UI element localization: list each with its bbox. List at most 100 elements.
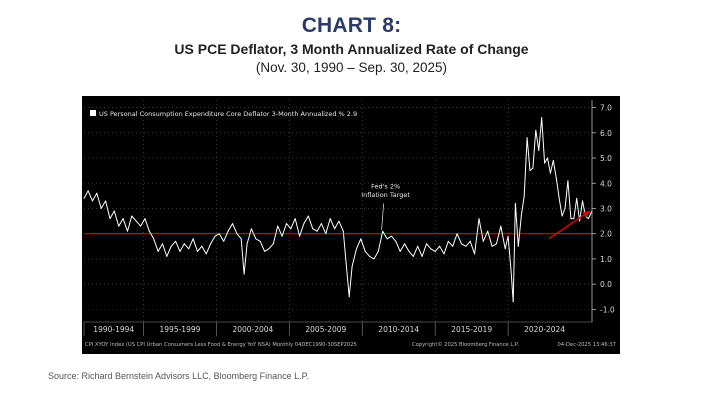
annotation-line-1: Fed's 2%	[371, 182, 400, 190]
data-point	[526, 137, 528, 139]
annotation-leader	[381, 203, 384, 230]
y-tick-label: 1.0	[600, 255, 612, 264]
pce-series-line	[83, 117, 593, 303]
data-point	[386, 238, 388, 240]
trend-arrow-shaft	[548, 210, 591, 240]
legend-swatch	[90, 110, 96, 116]
axis-layer: 7.0 6.0 5.0 4.0 3.0 2.0 1.0 0.0 -1.0 1990-1994 199…	[83, 100, 616, 348]
data-point	[113, 210, 115, 212]
data-point	[135, 220, 137, 222]
data-point	[192, 238, 194, 240]
data-point	[561, 215, 563, 217]
data-point	[342, 230, 344, 232]
data-point	[587, 218, 589, 220]
data-point	[166, 255, 168, 257]
y-tick-label: 6.0	[600, 129, 612, 138]
data-point	[345, 263, 347, 265]
data-point	[482, 240, 484, 242]
data-point	[523, 195, 525, 197]
data-point	[214, 235, 216, 237]
data-point	[223, 240, 225, 242]
footer-timestamp: 04-Dec-2025 13:46:37	[557, 342, 616, 348]
data-point	[443, 253, 445, 255]
data-point	[412, 255, 414, 257]
data-point	[299, 235, 301, 237]
annotation-line-2: Inflation Target	[361, 191, 410, 199]
y-tick-label: 0.0	[600, 280, 612, 289]
data-point	[285, 223, 287, 225]
data-point	[555, 177, 557, 179]
data-point	[264, 250, 266, 252]
data-point	[246, 243, 248, 245]
data-point	[465, 245, 467, 247]
data-point	[391, 235, 392, 237]
data-point	[334, 228, 336, 230]
data-point	[447, 240, 449, 242]
data-point	[307, 215, 309, 217]
data-point	[544, 162, 546, 164]
data-point	[549, 172, 551, 174]
data-point	[529, 170, 531, 172]
x-band-label: 2015-2019	[451, 325, 492, 334]
data-point	[100, 208, 102, 209]
data-point	[303, 223, 305, 225]
data-point	[118, 225, 120, 227]
data-point	[452, 245, 454, 247]
y-tick-label: 4.0	[600, 179, 612, 188]
data-point	[567, 180, 569, 182]
data-point	[87, 190, 89, 192]
chart-title: US PCE Deflator, 3 Month Annualized Rate…	[174, 41, 529, 57]
data-point	[399, 250, 401, 252]
data-point	[83, 197, 85, 199]
title-block: CHART 8: US PCE Deflator, 3 Month Annual…	[0, 14, 703, 77]
data-point	[312, 228, 314, 230]
x-band-label: 1990-1994	[93, 325, 134, 334]
y-tick-label: 5.0	[600, 154, 612, 163]
source-note: Source: Richard Bernstein Advisors LLC, …	[48, 371, 309, 381]
data-point	[148, 230, 150, 232]
data-point	[373, 258, 375, 260]
data-point	[205, 253, 207, 255]
data-point	[552, 160, 554, 161]
data-point	[281, 235, 283, 237]
data-point	[259, 240, 261, 242]
data-point	[538, 150, 540, 151]
data-point	[417, 245, 419, 247]
data-point	[434, 250, 436, 252]
data-point	[582, 200, 583, 202]
data-point	[369, 255, 371, 257]
data-point	[430, 248, 432, 250]
data-point	[338, 220, 340, 222]
data-point	[576, 197, 578, 199]
data-point	[570, 218, 572, 220]
data-point	[573, 218, 575, 220]
data-point	[122, 218, 124, 220]
data-point	[510, 271, 512, 272]
data-point	[316, 230, 318, 232]
data-point	[474, 253, 476, 255]
x-band-label: 2010-2014	[378, 325, 419, 334]
y-tick-label: 2.0	[600, 230, 612, 239]
data-point	[496, 243, 497, 245]
data-point	[179, 250, 181, 252]
data-point	[325, 233, 327, 235]
data-point	[426, 243, 427, 245]
data-point	[541, 117, 543, 119]
data-point	[329, 218, 331, 220]
data-point	[232, 223, 233, 225]
data-point	[348, 296, 350, 298]
data-point	[487, 230, 489, 232]
data-point	[504, 248, 506, 250]
data-point	[351, 266, 353, 267]
data-point	[558, 197, 560, 199]
data-point	[277, 225, 279, 227]
data-point	[243, 273, 245, 275]
data-point	[520, 215, 522, 217]
data-point	[500, 225, 502, 227]
data-point	[364, 250, 366, 252]
data-point	[109, 218, 111, 220]
data-point	[421, 255, 423, 257]
data-point	[456, 233, 458, 235]
chart-number-label: CHART 8:	[301, 14, 402, 37]
data-point	[197, 250, 198, 252]
